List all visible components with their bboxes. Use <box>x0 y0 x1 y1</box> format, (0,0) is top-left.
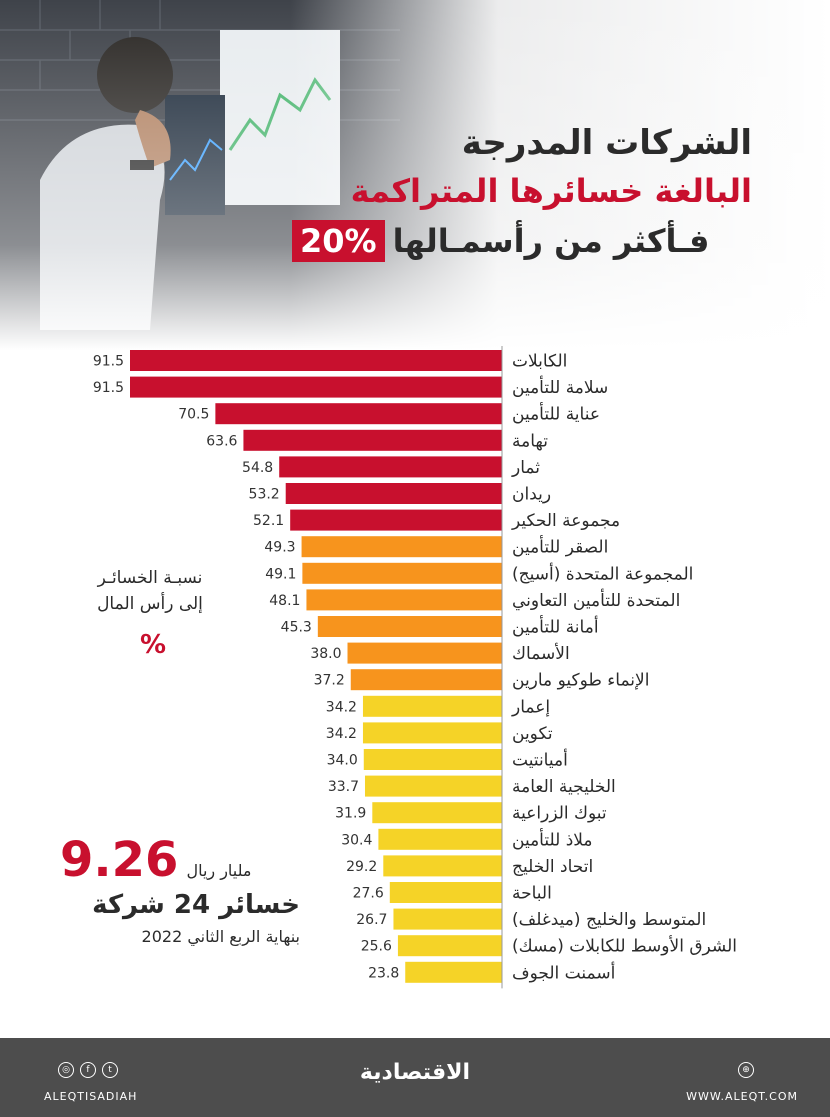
bar <box>364 775 502 797</box>
website-link[interactable]: WWW.ALEQT.COM <box>686 1090 798 1103</box>
bar-value-label: 26.7 <box>356 912 387 928</box>
title-line-3: فـأكثر من رأسمـالها 20% <box>292 216 752 266</box>
category-label: تكوين <box>512 724 553 744</box>
bar-value-label: 63.6 <box>206 433 237 449</box>
loss-ratio-bar-chart: 91.5 الكابلات 91.5 سلامة للتأمين 70.5 عناية ل… <box>93 346 737 989</box>
category-label: الباحة <box>512 884 552 904</box>
category-label: إعمار <box>511 697 550 717</box>
category-label: ملاذ للتأمين <box>512 827 593 850</box>
facebook-icon[interactable]: f <box>80 1062 96 1078</box>
footer: ◎ f t ALEQTISADIAH الاقتصادية ⊕ WWW.ALEQ… <box>0 1038 830 1117</box>
bar <box>306 589 502 611</box>
hero-photo: الشركات المدرجة البالغة خسائرها المتراكم… <box>0 0 830 350</box>
category-label: تبوك الزراعية <box>512 804 607 824</box>
bar-value-label: 53.2 <box>249 487 280 503</box>
category-label: الصقر للتأمين <box>512 535 608 558</box>
bar-value-label: 31.9 <box>335 806 366 822</box>
category-label: المتحدة للتأمين التعاوني <box>512 588 680 611</box>
bar <box>302 562 502 584</box>
total-label: خسائر 24 شركة <box>92 890 300 920</box>
bar-value-label: 34.0 <box>327 753 358 769</box>
bar-value-label: 29.2 <box>346 859 377 875</box>
title-block: الشركات المدرجة البالغة خسائرها المتراكم… <box>292 120 752 266</box>
bar <box>290 509 502 531</box>
bar-value-label: 54.8 <box>242 460 273 476</box>
category-label: الأسماك <box>512 643 570 664</box>
category-label: أميانتيت <box>512 749 568 771</box>
bar <box>317 616 502 637</box>
category-label: الشرق الأوسط للكابلات (مسك) <box>512 936 737 957</box>
category-label: تهامة <box>512 431 548 451</box>
title-pct-badge: 20% <box>292 220 385 262</box>
globe-icon[interactable]: ⊕ <box>738 1062 754 1078</box>
bar-value-label: 91.5 <box>93 380 124 396</box>
category-label: عناية للتأمين <box>512 402 600 425</box>
bar <box>301 536 502 558</box>
ratio-unit-percent: % <box>140 630 167 660</box>
bar <box>378 828 502 850</box>
summary-block: مليار ريال 9.26 خسائر 24 شركة بنهاية الر… <box>60 832 300 952</box>
bar <box>405 961 502 983</box>
brand-logo: الاقتصادية <box>359 1060 471 1085</box>
ratio-label-line-2: إلى رأس المال <box>97 594 203 614</box>
instagram-icon[interactable]: ◎ <box>58 1062 74 1078</box>
bar <box>372 802 502 824</box>
category-label: المجموعة المتحدة (أسيج) <box>512 562 693 584</box>
bar <box>347 642 502 664</box>
bar <box>285 483 502 504</box>
category-label: الكابلات <box>512 352 567 372</box>
category-label: أسمنت الجوف <box>512 961 615 983</box>
ratio-axis-label: نسبـة الخسائـر إلى رأس المال <box>70 565 230 617</box>
bar <box>130 350 502 371</box>
bar-value-label: 48.1 <box>269 593 300 609</box>
total-losses: مليار ريال 9.26 <box>60 832 300 888</box>
bar-value-label: 34.2 <box>326 699 357 715</box>
bar <box>363 749 502 770</box>
bar <box>362 722 502 744</box>
bar-value-label: 91.5 <box>93 354 124 370</box>
period-label: بنهاية الربع الثاني 2022 <box>141 927 300 946</box>
bar-value-label: 33.7 <box>328 779 359 795</box>
bar-value-label: 37.2 <box>314 673 345 689</box>
category-label: الإنماء طوكيو مارين <box>512 671 649 691</box>
total-unit: مليار ريال <box>186 861 252 880</box>
category-label: اتحاد الخليج <box>512 857 593 877</box>
category-label: الخليجية العامة <box>512 777 616 797</box>
bar <box>389 882 502 903</box>
bar <box>350 669 502 691</box>
title-line-2: البالغة خسائرها المتراكمة <box>350 172 752 210</box>
bar <box>362 695 502 717</box>
category-label: أمانة للتأمين <box>512 615 599 638</box>
bar-value-label: 70.5 <box>178 407 209 423</box>
social-handle[interactable]: ALEQTISADIAH <box>44 1090 138 1103</box>
bar-value-label: 38.0 <box>310 646 341 662</box>
bar-value-label: 52.1 <box>253 513 284 529</box>
bar-value-label: 30.4 <box>341 832 372 848</box>
bar <box>383 855 502 877</box>
bar-value-label: 23.8 <box>368 965 399 981</box>
bar-value-label: 49.3 <box>264 540 295 556</box>
bar <box>243 429 502 451</box>
total-value: 9.26 <box>60 832 179 888</box>
category-label: المتوسط والخليج (ميدغلف) <box>512 910 706 930</box>
bar-value-label: 34.2 <box>326 726 357 742</box>
bar-value-label: 25.6 <box>361 939 392 955</box>
bar <box>397 935 502 957</box>
bar <box>279 456 502 478</box>
category-label: ريدان <box>512 485 551 505</box>
category-label: ثمار <box>511 458 540 478</box>
twitter-icon[interactable]: t <box>102 1062 118 1078</box>
bar <box>215 403 502 425</box>
bar <box>130 376 502 398</box>
category-label: سلامة للتأمين <box>512 375 608 398</box>
title-line-3-text: فـأكثر من رأسمـالها <box>392 222 710 260</box>
stressed-trader-illustration <box>0 0 830 350</box>
bar-value-label: 27.6 <box>353 886 384 902</box>
bar-value-label: 45.3 <box>281 620 312 636</box>
title-line-1: الشركات المدرجة <box>461 123 752 163</box>
bar-value-label: 49.1 <box>265 566 296 582</box>
category-label: مجموعة الحكير <box>511 511 620 531</box>
bar <box>393 908 502 930</box>
ratio-label-line-1: نسبـة الخسائـر <box>97 568 203 588</box>
